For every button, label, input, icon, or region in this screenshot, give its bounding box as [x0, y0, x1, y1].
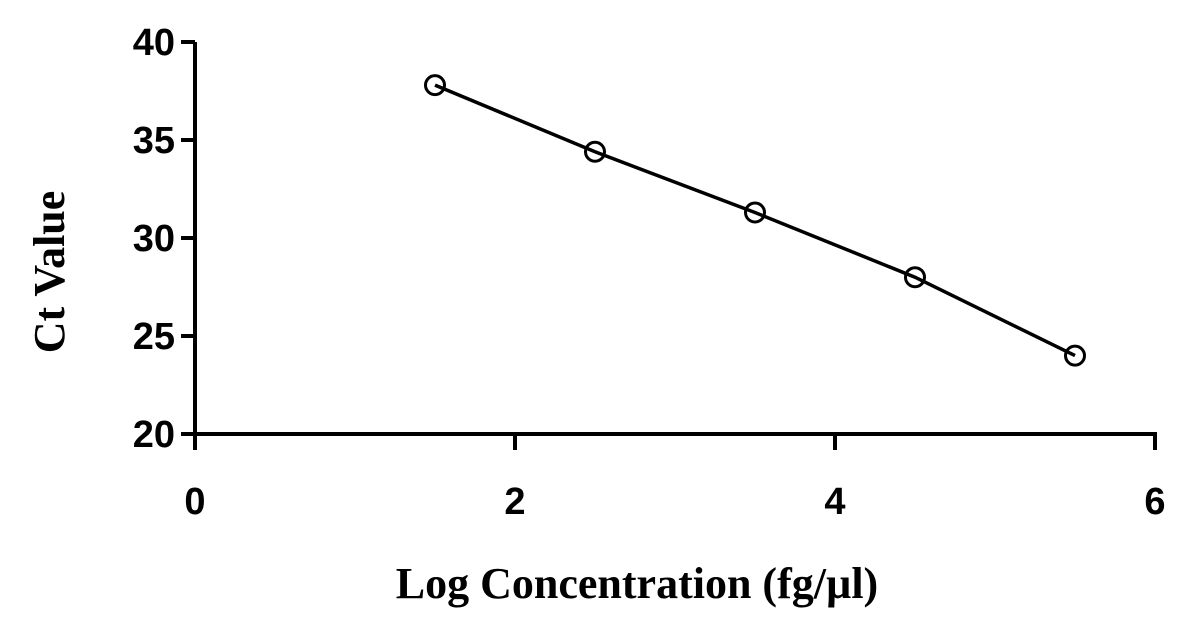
x-tick-label: 4: [824, 481, 845, 523]
y-axis-title: Ct Value: [25, 191, 74, 354]
x-tick-label: 0: [184, 481, 205, 523]
data-point-marker: [1064, 344, 1086, 367]
x-tick-label: 6: [1144, 481, 1165, 523]
plot-area: 20 25 30 35 40 0 2 4 6: [133, 22, 1166, 523]
x-tick-label: 2: [504, 481, 525, 523]
y-tick-label: 20: [133, 414, 175, 456]
data-point-marker: [744, 201, 766, 224]
data-point-marker: [584, 140, 606, 163]
trend-line: [434, 83, 1076, 358]
data-point-marker: [904, 266, 926, 289]
y-tick-label: 25: [133, 316, 175, 358]
data-point-marker: [424, 74, 446, 97]
y-tick-label: 30: [133, 218, 175, 260]
y-tick-label: 40: [133, 22, 175, 64]
y-tick-label: 35: [133, 120, 175, 162]
x-axis-title: Log Concentration (fg/µl): [396, 559, 878, 608]
